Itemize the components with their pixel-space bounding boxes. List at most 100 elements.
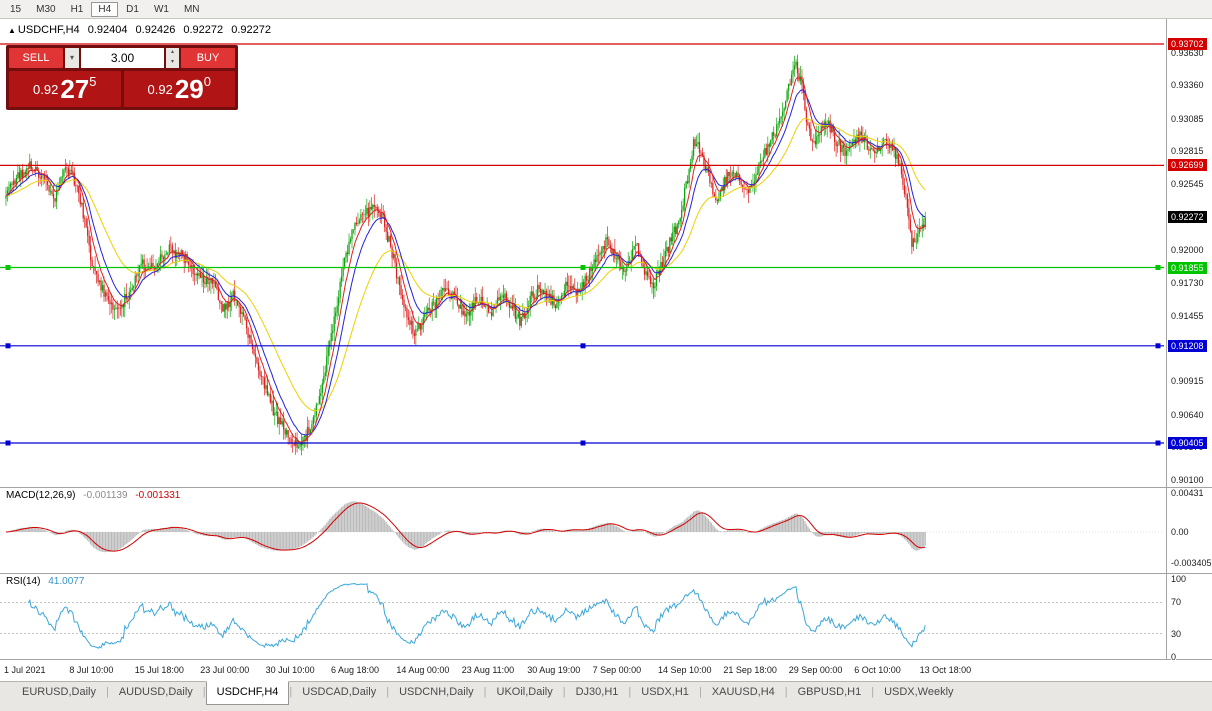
time-axis-label: 14 Sep 10:00 <box>658 665 712 675</box>
price-axis[interactable]: 0.936300.933600.930850.928150.925450.922… <box>1166 19 1212 663</box>
tab-usdx-weekly[interactable]: USDX,Weekly <box>884 686 954 698</box>
price-level-tag: 0.91208 <box>1168 339 1207 352</box>
one-click-trade-panel: SELL ▾ ▴ ▾ BUY 0.92 27 5 0.92 29 0 <box>6 45 238 110</box>
tab-separator: | <box>483 686 487 698</box>
time-axis-label: 7 Sep 00:00 <box>592 665 642 675</box>
buy-price-display: 0.92 29 0 <box>123 71 235 107</box>
price-level-tag: 0.92272 <box>1168 211 1207 224</box>
axis-tick-label: 0.91730 <box>1171 276 1204 289</box>
lot-spinner-up-icon[interactable]: ▴ <box>166 48 179 58</box>
lot-dropdown-arrow-icon[interactable]: ▾ <box>65 48 79 68</box>
time-axis-label: 6 Oct 10:00 <box>854 665 901 675</box>
symbol-marker-icon: ▲ <box>8 26 16 35</box>
rsi-name: RSI(14) <box>6 576 41 587</box>
macd-signal-value: -0.001331 <box>135 490 181 501</box>
time-axis-label: 30 Jul 10:00 <box>265 665 315 675</box>
buy-price-prefix: 0.92 <box>147 81 173 97</box>
axis-tick-label: 0.93085 <box>1171 112 1204 125</box>
ohlc-high: 0.92426 <box>135 24 176 36</box>
tab-usdx-h1[interactable]: USDX,H1 <box>641 686 689 698</box>
time-axis-label: 21 Sep 18:00 <box>723 665 777 675</box>
axis-tick-label: 0.90915 <box>1171 375 1204 388</box>
panel-separator[interactable] <box>0 573 1212 574</box>
tab-separator: | <box>871 686 875 698</box>
tab-dj30-h1[interactable]: DJ30,H1 <box>575 686 619 698</box>
axis-tick-label: 0.92815 <box>1171 145 1204 158</box>
rsi-label: RSI(14) 41.0077 <box>6 576 89 587</box>
tab-separator: | <box>784 686 788 698</box>
sell-price-display: 0.92 27 5 <box>9 71 121 107</box>
chart-header: ▲ USDCHF,H4 0.92404 0.92426 0.92272 0.922… <box>8 24 276 36</box>
main-chart-canvas[interactable] <box>0 19 1166 487</box>
tab-eurusd-daily[interactable]: EURUSD,Daily <box>22 686 96 698</box>
sell-button[interactable]: SELL <box>9 48 63 68</box>
axis-tick-label: 0.00431 <box>1171 487 1204 499</box>
timeframe-button-m30[interactable]: M30 <box>36 3 56 15</box>
price-level-tag: 0.92699 <box>1168 159 1207 172</box>
tab-separator: | <box>562 686 566 698</box>
lot-size-input[interactable] <box>81 48 164 68</box>
time-axis-label: 6 Aug 18:00 <box>331 665 380 675</box>
tab-separator: | <box>105 686 109 698</box>
axis-tick-label: 0.92000 <box>1171 244 1204 256</box>
axis-tick-label: 0.90640 <box>1171 408 1204 421</box>
time-axis-label: 23 Aug 11:00 <box>461 665 515 675</box>
tab-separator: | <box>628 686 632 698</box>
panel-separator[interactable] <box>0 487 1212 488</box>
ohlc-low: 0.92272 <box>183 24 224 36</box>
sell-price-big: 27 <box>60 74 90 104</box>
axis-tick-label: 0.92545 <box>1171 178 1204 190</box>
axis-tick-label: 0.91455 <box>1171 309 1204 322</box>
macd-label: MACD(12,26,9) -0.001139 -0.001331 <box>6 490 185 501</box>
tab-gbpusd-h1[interactable]: GBPUSD,H1 <box>797 686 862 698</box>
tab-audusd-daily[interactable]: AUDUSD,Daily <box>118 686 193 698</box>
time-axis-label: 23 Jul 00:00 <box>200 665 250 675</box>
axis-tick-label: -0.003405 <box>1171 556 1212 569</box>
time-axis-label: 1 Jul 2021 <box>4 665 46 675</box>
tab-separator: | <box>202 686 206 698</box>
timeframe-toolbar: 15 M30 H1 H4 D1 W1 MN <box>0 0 1212 19</box>
axis-tick-label: 0.00 <box>1171 526 1189 538</box>
tab-usdcad-daily[interactable]: USDCAD,Daily <box>302 686 377 698</box>
axis-tick-label: 0 <box>1171 651 1177 663</box>
timeframe-button-h4[interactable]: H4 <box>91 1 119 17</box>
ohlc-open: 0.92404 <box>87 24 128 36</box>
timeframe-button-w1[interactable]: W1 <box>153 3 169 15</box>
axis-tick-label: 0.93360 <box>1171 79 1204 92</box>
tab-usdcnh-daily[interactable]: USDCNH,Daily <box>399 686 474 698</box>
sell-price-prefix: 0.92 <box>33 81 59 97</box>
lot-spinner-down-icon[interactable]: ▾ <box>166 58 179 68</box>
rsi-canvas[interactable] <box>0 573 1166 659</box>
macd-canvas[interactable] <box>0 487 1166 573</box>
time-axis-label: 8 Jul 10:00 <box>69 665 114 675</box>
tab-separator: | <box>698 686 702 698</box>
chart-region: 0.936300.933600.930850.928150.925450.922… <box>0 19 1212 663</box>
macd-name: MACD(12,26,9) <box>6 490 76 501</box>
axis-tick-label: 100 <box>1171 573 1187 585</box>
price-level-tag: 0.90405 <box>1168 437 1207 449</box>
rsi-value: 41.0077 <box>48 576 85 587</box>
tab-ukoil-daily[interactable]: UKOil,Daily <box>496 686 553 698</box>
time-axis-label: 15 Jul 18:00 <box>134 665 184 675</box>
timeframe-button-15[interactable]: 15 <box>10 3 22 15</box>
tab-xauusd-h4[interactable]: XAUUSD,H4 <box>711 686 775 698</box>
tab-usdchf-h4[interactable]: USDCHF,H4 <box>205 681 290 705</box>
time-axis-label: 13 Oct 18:00 <box>919 665 972 675</box>
buy-price-big: 29 <box>174 74 204 104</box>
sell-price-sup: 5 <box>89 73 97 89</box>
timeframe-button-h1[interactable]: H1 <box>70 3 84 15</box>
timeframe-button-mn[interactable]: MN <box>183 3 200 15</box>
price-level-tag: 0.93702 <box>1168 38 1207 50</box>
timeframe-button-d1[interactable]: D1 <box>126 3 139 15</box>
axis-tick-label: 0.90100 <box>1171 473 1204 486</box>
lot-spinner: ▴ ▾ <box>166 48 179 68</box>
tab-separator: | <box>386 686 390 698</box>
ohlc-close: 0.92272 <box>231 24 271 36</box>
price-level-tag: 0.91855 <box>1168 261 1207 274</box>
time-axis-label: 30 Aug 19:00 <box>527 665 581 675</box>
buy-price-sup: 0 <box>203 73 211 89</box>
time-axis[interactable]: 1 Jul 2021 8 Jul 10:00 15 Jul 18:00 23 Jul … <box>0 659 1212 681</box>
macd-main-value: -0.001139 <box>83 490 128 501</box>
buy-button[interactable]: BUY <box>181 48 235 68</box>
